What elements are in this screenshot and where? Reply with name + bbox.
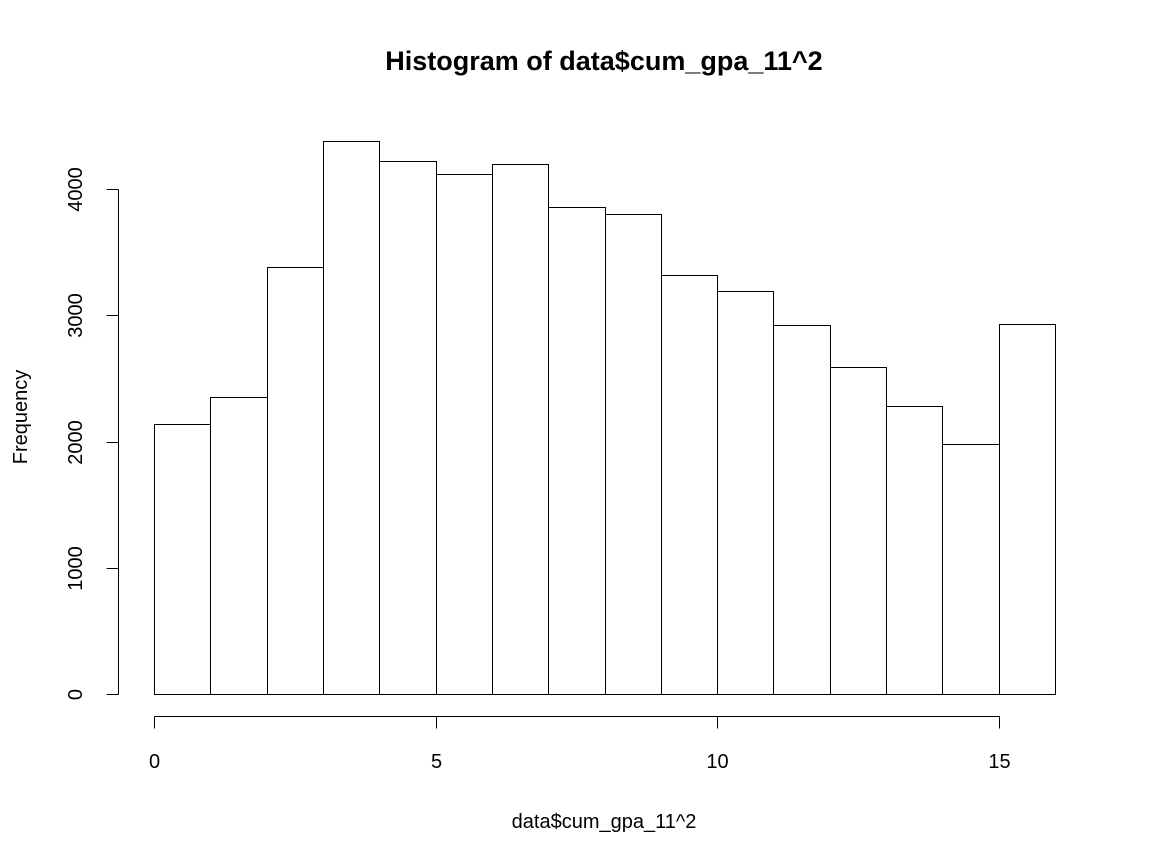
histogram-bar: [436, 174, 493, 695]
histogram-bar: [154, 424, 211, 695]
histogram-bar: [323, 141, 380, 695]
y-axis-label: Frequency: [10, 370, 32, 465]
histogram-bar: [886, 406, 943, 695]
histogram-bar: [773, 325, 831, 695]
chart-title: Histogram of data$cum_gpa_11^2: [385, 46, 822, 76]
y-tick-label: 1000: [65, 546, 87, 591]
y-tick-label: 3000: [65, 293, 87, 338]
histogram-bar: [717, 291, 774, 695]
y-tick-label: 2000: [65, 420, 87, 465]
y-tick-label: 4000: [65, 167, 87, 212]
x-tick-label: 15: [988, 751, 1010, 773]
histogram-bar: [605, 214, 662, 695]
x-axis: 0 5 10 15: [149, 716, 1011, 773]
x-axis-label: data$cum_gpa_11^2: [512, 811, 697, 833]
histogram-bar: [661, 275, 718, 695]
histogram-bar: [548, 207, 606, 695]
histogram-bar: [492, 164, 549, 695]
y-axis: 0 1000 2000 3000 4000: [65, 167, 119, 700]
x-tick-label: 0: [149, 751, 160, 773]
histogram-bars: [154, 141, 1056, 695]
histogram-bar: [267, 267, 324, 695]
histogram-bar: [830, 367, 887, 695]
histogram-bar: [999, 324, 1056, 695]
x-tick-label: 10: [706, 751, 728, 773]
histogram-bar: [210, 397, 268, 695]
histogram-bar: [942, 444, 1000, 695]
histogram-bar: [379, 161, 437, 695]
y-tick-label: 0: [65, 689, 87, 700]
x-tick-label: 5: [431, 751, 442, 773]
